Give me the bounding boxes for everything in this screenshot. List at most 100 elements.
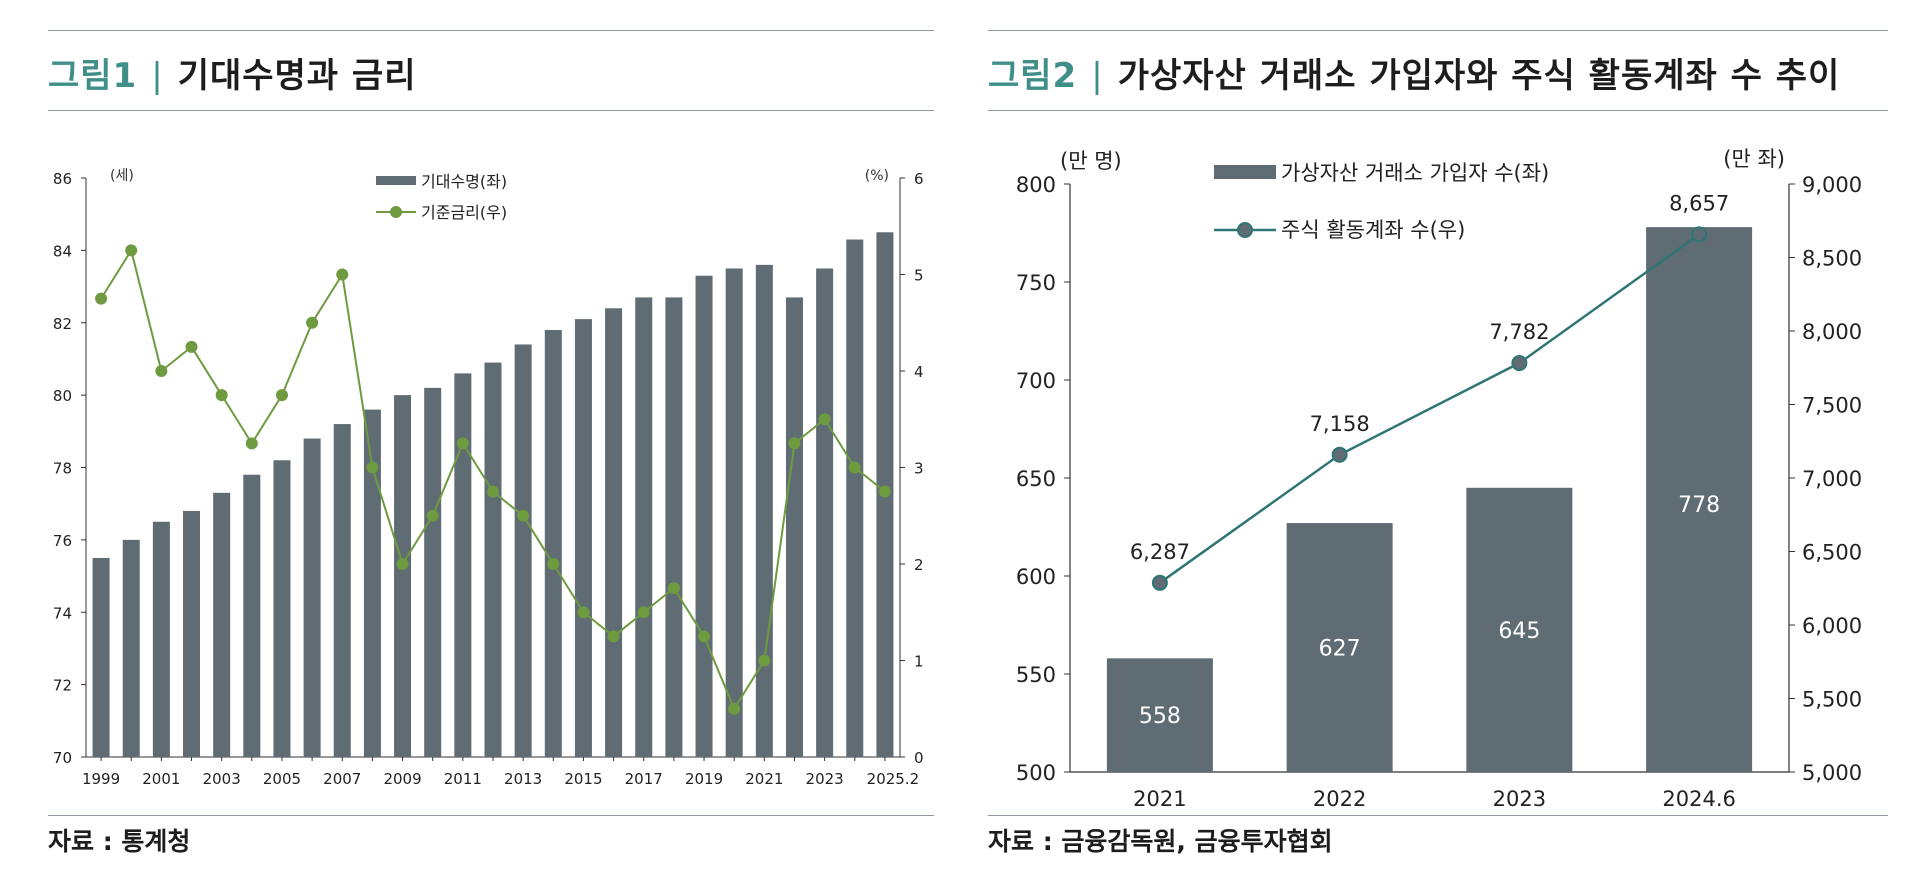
left-tick-label: 650	[1016, 467, 1056, 491]
life-expectancy-bar	[725, 268, 743, 757]
x-tick-label: 2021	[1133, 787, 1186, 811]
stock-accounts-point	[1151, 574, 1168, 591]
stock-accounts-point	[1691, 226, 1708, 243]
base-rate-point	[698, 630, 711, 643]
x-tick-label: 2013	[504, 770, 542, 788]
life-expectancy-bar	[635, 297, 653, 757]
title-separator: |	[1091, 56, 1104, 96]
legend-bar-swatch	[1214, 165, 1276, 179]
crypto-users-bar	[1466, 487, 1573, 772]
legend-bar-label: 기대수명(좌)	[421, 172, 507, 191]
x-tick-label: 2015	[564, 770, 602, 788]
life-expectancy-bar	[755, 264, 773, 757]
right-tick-label: 8,500	[1802, 247, 1862, 271]
legend-line-marker	[1237, 222, 1253, 238]
left-axis-unit: (세)	[110, 168, 134, 184]
left-tick-label: 82	[53, 315, 72, 333]
left-tick-label: 72	[53, 677, 72, 695]
stock-accounts-line	[1159, 233, 1700, 584]
right-tick-label: 5	[914, 267, 924, 285]
figure-1-panel: 그림1 | 기대수명과 금리 70 72 74 76 78 80 82 84 86 0 1 2 3 4 5 6 (세…	[0, 0, 940, 888]
title-rule	[988, 110, 1888, 111]
base-rate-point	[125, 244, 138, 257]
life-expectancy-bar	[424, 387, 442, 757]
stock-accounts-point	[1511, 355, 1528, 372]
crypto-users-value-label: 558	[1139, 704, 1181, 729]
left-tick-label: 700	[1016, 369, 1056, 393]
base-rate-point	[517, 509, 530, 522]
life-expectancy-bar	[695, 275, 713, 757]
life-expectancy-bar	[363, 409, 381, 757]
figure-2-title: 그림2 | 가상자산 거래소 가입자와 주식 활동계좌 수 추이	[988, 48, 1840, 97]
x-tick-label: 2023	[1493, 787, 1546, 811]
life-expectancy-bar	[785, 297, 803, 757]
figure-1-title-text: 기대수명과 금리	[177, 56, 417, 96]
right-tick-label: 5,000	[1802, 761, 1862, 785]
x-tick-label: 2009	[383, 770, 421, 788]
title-rule	[48, 110, 934, 111]
life-expectancy-bar	[605, 308, 623, 757]
crypto-users-value-label: 778	[1678, 493, 1720, 518]
x-tick-label: 2022	[1313, 787, 1366, 811]
right-tick-label: 3	[914, 460, 924, 478]
stock-accounts-value-label: 7,782	[1489, 320, 1549, 344]
base-rate-point	[95, 292, 108, 305]
base-rate-point	[245, 437, 258, 450]
x-tick-label: 2024.6	[1662, 787, 1735, 811]
left-axis-unit: (만 명)	[1060, 149, 1122, 173]
right-tick-label: 4	[914, 363, 924, 381]
base-rate-point	[426, 509, 439, 522]
chart-crypto-stock-accounts: 500 550 600 650 700 750 800 5,000 5,500 6,000 6,50…	[1016, 147, 1862, 811]
base-rate-point	[607, 630, 620, 643]
life-expectancy-bar	[665, 297, 683, 757]
life-expectancy-bar	[213, 492, 231, 757]
stock-accounts-value-label: 6,287	[1130, 540, 1190, 564]
stock-accounts-value-label: 8,657	[1669, 191, 1729, 215]
base-rate-point	[818, 413, 831, 426]
right-tick-label: 1	[914, 653, 924, 671]
base-rate-point	[215, 389, 228, 402]
right-tick-label: 7,000	[1802, 467, 1862, 491]
legend-bar-label: 가상자산 거래소 가입자 수(좌)	[1281, 161, 1549, 185]
x-tick-label: 2005	[263, 770, 301, 788]
figure-1-title: 그림1 | 기대수명과 금리	[48, 48, 416, 97]
life-expectancy-bar	[243, 474, 261, 757]
base-rate-point	[366, 461, 379, 474]
right-tick-label: 2	[914, 556, 924, 574]
top-rule	[988, 30, 1888, 31]
crypto-users-bar	[1106, 658, 1213, 772]
life-expectancy-bar	[394, 395, 412, 757]
right-tick-label: 8,000	[1802, 320, 1862, 344]
base-rate-point	[155, 365, 168, 377]
base-rate-point	[185, 340, 198, 353]
legend-bar-swatch	[376, 176, 416, 185]
base-rate-point	[667, 582, 680, 595]
left-tick-label: 70	[53, 749, 72, 767]
left-tick-label: 86	[53, 170, 72, 188]
life-expectancy-bar	[574, 319, 592, 757]
figure-1-number: 그림1	[48, 56, 138, 96]
legend-line-label: 기준금리(우)	[421, 203, 507, 222]
bottom-rule	[48, 815, 934, 816]
crypto-users-value-label: 627	[1319, 637, 1361, 662]
base-rate-point	[336, 268, 349, 281]
top-rule	[48, 30, 934, 31]
right-tick-label: 6	[914, 170, 924, 188]
bottom-rule	[988, 815, 1888, 816]
life-expectancy-bar	[333, 424, 351, 757]
life-expectancy-bar	[816, 268, 834, 757]
figure-2-panel: 그림2 | 가상자산 거래소 가입자와 주식 활동계좌 수 추이 500 550 600…	[980, 0, 1906, 888]
left-tick-label: 74	[53, 604, 72, 622]
x-tick-label: 2019	[685, 770, 723, 788]
life-expectancy-bar	[514, 344, 532, 757]
base-rate-point	[878, 485, 891, 498]
figure-2-source: 자료 : 금융감독원, 금융투자협회	[988, 827, 1333, 856]
base-rate-point	[848, 461, 861, 474]
x-tick-label: 2021	[745, 770, 783, 788]
x-tick-label: 2003	[203, 770, 241, 788]
left-tick-label: 800	[1016, 173, 1056, 197]
life-expectancy-bar	[454, 373, 472, 757]
x-tick-label: 2001	[142, 770, 180, 788]
base-rate-point	[396, 558, 409, 570]
right-tick-label: 0	[914, 749, 924, 767]
